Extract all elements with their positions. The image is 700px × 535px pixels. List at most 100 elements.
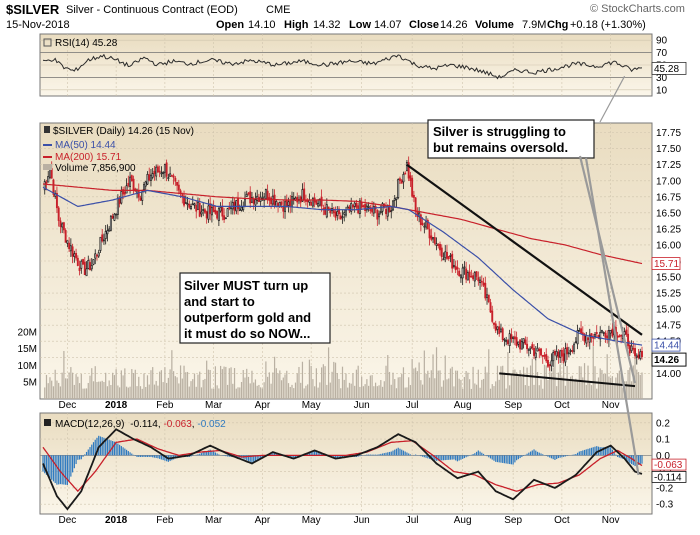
volume-bar-139 (284, 374, 285, 399)
low-value: 14.07 (374, 19, 402, 31)
macd-hist-bar-210 (408, 453, 409, 455)
volume-bar-288 (544, 365, 545, 399)
macd-hist-bar-62 (150, 455, 151, 457)
candle-body-36 (105, 231, 106, 238)
macd-hist-bar-239 (459, 455, 460, 460)
candle-body-88 (196, 205, 197, 211)
macd-hist-bar-281 (532, 450, 533, 455)
volume-bar-185 (365, 384, 366, 399)
candle-body-263 (500, 329, 501, 332)
volume-bar-289 (546, 365, 547, 399)
macd-hist-bar-68 (161, 455, 162, 459)
macd-hist-bar-206 (401, 450, 402, 456)
candle-body-121 (253, 200, 254, 204)
volume-bar-236 (453, 386, 454, 399)
x-label-mid-5: May (302, 400, 321, 411)
volume-bar-280 (530, 366, 531, 399)
volume-bar-23 (82, 389, 83, 399)
candle-body-95 (208, 206, 209, 219)
candle-body-16 (70, 246, 71, 251)
volume-bar-60 (147, 375, 148, 399)
candle-body-203 (396, 198, 397, 200)
candle-body-217 (420, 215, 421, 225)
candle-body-17 (72, 247, 73, 256)
macd-hist-bar-29 (93, 442, 94, 455)
candle-body-73 (170, 174, 171, 177)
volume-bar-12 (63, 351, 64, 399)
volume-bar-204 (398, 377, 399, 399)
volume-bar-222 (429, 378, 430, 399)
macd-hist-bar-238 (457, 455, 458, 461)
candle-body-289 (546, 354, 547, 360)
candle-body-283 (535, 353, 536, 357)
macd-hist-bar-291 (549, 455, 550, 457)
volume-bar-149 (302, 362, 303, 399)
macd-hist-bar-324 (607, 447, 608, 455)
volume-bar-50 (129, 387, 130, 399)
volume-bar-235 (452, 367, 453, 399)
candle-body-67 (159, 171, 160, 172)
volume-bar-214 (415, 368, 416, 399)
candle-body-276 (523, 339, 524, 343)
macd-hist-bar-45 (121, 446, 122, 455)
volume-bar-64 (154, 385, 155, 399)
volume-bar-101 (218, 388, 219, 399)
volume-bar-40 (112, 373, 113, 399)
volume-bar-273 (518, 376, 519, 399)
volume-bar-305 (573, 380, 574, 399)
candle-body-72 (168, 178, 169, 179)
macd-hist-bar-46 (122, 447, 123, 455)
volume-bar-182 (359, 387, 360, 399)
macd-hist-bar-66 (157, 455, 158, 458)
volume-bar-254 (485, 367, 486, 399)
candle-body-239 (459, 271, 460, 276)
volume-bar-156 (314, 386, 315, 399)
candle-body-116 (244, 199, 245, 206)
macd-hist-bar-272 (516, 455, 517, 460)
candle-body-327 (612, 329, 613, 336)
candle-body-28 (91, 265, 92, 269)
macd-hist-bar-298 (561, 455, 562, 457)
macd-hist-bar-284 (537, 452, 538, 456)
volume-bar-151 (305, 386, 306, 399)
volume-bar-4 (49, 377, 50, 399)
macd-hist-bar-262 (499, 455, 500, 462)
volume-bar-261 (497, 366, 498, 399)
volume-bar-343 (640, 375, 641, 399)
candle-body-208 (405, 173, 406, 174)
annotation-middle-line2: and start to (184, 294, 255, 309)
macd-hist-bar-198 (387, 452, 388, 455)
candle-body-104 (223, 216, 224, 220)
macd-hist-bar-248 (474, 453, 475, 455)
macd-hist-bar-265 (504, 455, 505, 463)
macd-hist-bar-318 (596, 446, 597, 455)
volume-bar-130 (269, 372, 270, 399)
volume-bar-114 (241, 382, 242, 399)
macd-legend-v2: -0.063 (163, 419, 192, 430)
volume-bar-47 (124, 368, 125, 399)
candle-body-242 (464, 267, 465, 268)
candle-body-272 (516, 338, 517, 346)
x-label-mid-3: Mar (205, 400, 223, 411)
volume-bar-132 (272, 372, 273, 399)
macd-hist-bar-56 (140, 455, 141, 457)
candle-body-261 (497, 327, 498, 330)
candle-body-297 (560, 351, 561, 357)
volume-bar-140 (286, 371, 287, 399)
volume-bar-39 (110, 385, 111, 399)
volume-bar-158 (318, 388, 319, 399)
candle-body-256 (488, 295, 489, 302)
macd-hist-bar-191 (375, 455, 376, 456)
macd-hist-bar-92 (203, 452, 204, 455)
volume-bar-301 (567, 366, 568, 399)
candle-body-206 (401, 181, 402, 184)
volume-bar-147 (298, 367, 299, 399)
macd-hist-bar-337 (629, 455, 630, 463)
macd-hist-bar-11 (62, 455, 63, 484)
candle-body-200 (391, 211, 392, 212)
volume-bar-231 (445, 355, 446, 399)
candle-body-337 (629, 345, 630, 353)
macd-hist-bar-65 (156, 455, 157, 458)
ma200-badge: 15.71 (652, 258, 680, 271)
volume-bar-88 (196, 387, 197, 399)
